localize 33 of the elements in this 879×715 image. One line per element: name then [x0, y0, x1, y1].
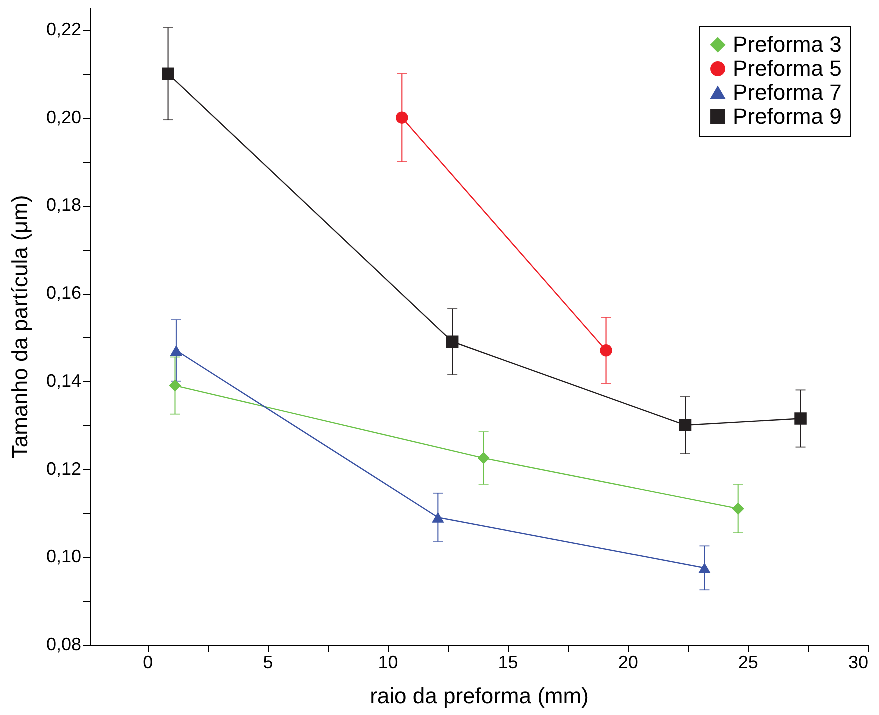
- x-tick-label: 30: [848, 652, 868, 672]
- y-axis-title: Tamanho da partícula (μm): [7, 195, 32, 459]
- x-tick-label: 20: [618, 652, 638, 672]
- x-tick-label: 0: [143, 652, 154, 672]
- x-axis-title: raio da preforma (mm): [370, 684, 589, 708]
- y-tick-label: 0,08: [46, 634, 82, 654]
- point: [396, 112, 408, 124]
- point: [478, 452, 490, 464]
- y-tick-label: 0,10: [46, 546, 82, 567]
- point: [170, 345, 183, 356]
- point: [169, 380, 182, 392]
- point: [794, 412, 807, 425]
- y-tick-label: 0,20: [46, 107, 82, 128]
- x-tick-label: 5: [263, 652, 274, 672]
- point: [679, 419, 692, 432]
- point: [600, 344, 612, 357]
- y-tick-label: 0,22: [46, 19, 82, 40]
- x-tick-label: 10: [378, 652, 398, 672]
- point: [432, 512, 444, 523]
- legend-label: Preforma 7: [733, 80, 842, 105]
- legend-label: Preforma 5: [733, 56, 842, 81]
- point: [162, 68, 174, 80]
- x-tick-label: 25: [738, 652, 758, 672]
- point: [732, 502, 744, 515]
- y-tick-label: 0,16: [46, 283, 82, 304]
- legend-label: Preforma 3: [733, 32, 842, 57]
- legend-label: Preforma 9: [733, 104, 842, 129]
- x-tick-label: 15: [498, 652, 518, 672]
- point: [698, 562, 711, 574]
- point: [446, 336, 459, 348]
- y-tick-label: 0,18: [46, 195, 82, 216]
- y-tick-label: 0,12: [46, 458, 82, 479]
- y-tick-label: 0,14: [46, 370, 82, 391]
